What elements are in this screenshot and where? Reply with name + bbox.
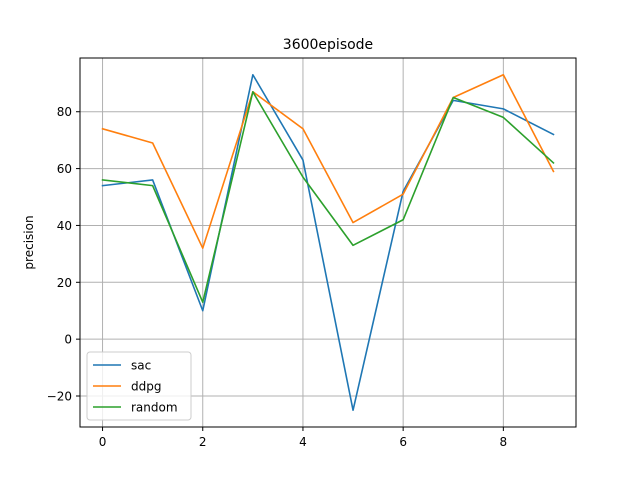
legend: sac ddpg random	[86, 351, 192, 421]
x-tick-label: 0	[99, 435, 107, 449]
y-tick-label: 80	[57, 105, 72, 119]
x-tick-label: 4	[299, 435, 307, 449]
axis-ticks: 0 2 4 6 8 −20 0 20 40 60 80	[47, 105, 508, 449]
x-tick-label: 8	[500, 435, 508, 449]
grid-lines	[80, 58, 576, 427]
legend-box	[86, 351, 192, 421]
x-tick-label: 6	[399, 435, 407, 449]
series-line-ddpg	[101, 73, 555, 249]
chart-title: 3600episode	[283, 37, 373, 53]
y-tick-label: 0	[64, 333, 72, 347]
series-lines	[101, 73, 555, 412]
legend-label-random: random	[131, 401, 178, 415]
y-tick-label: 40	[57, 219, 72, 233]
legend-label-sac: sac	[131, 359, 151, 373]
x-tick-label: 2	[199, 435, 207, 449]
y-tick-label: 20	[57, 276, 72, 290]
legend-label-ddpg: ddpg	[131, 380, 161, 394]
y-axis-label: precision	[22, 215, 36, 269]
series-line-random	[101, 91, 555, 304]
plot-frame	[79, 57, 577, 428]
y-tick-label: 60	[57, 162, 72, 176]
y-tick-label: −20	[47, 390, 72, 404]
